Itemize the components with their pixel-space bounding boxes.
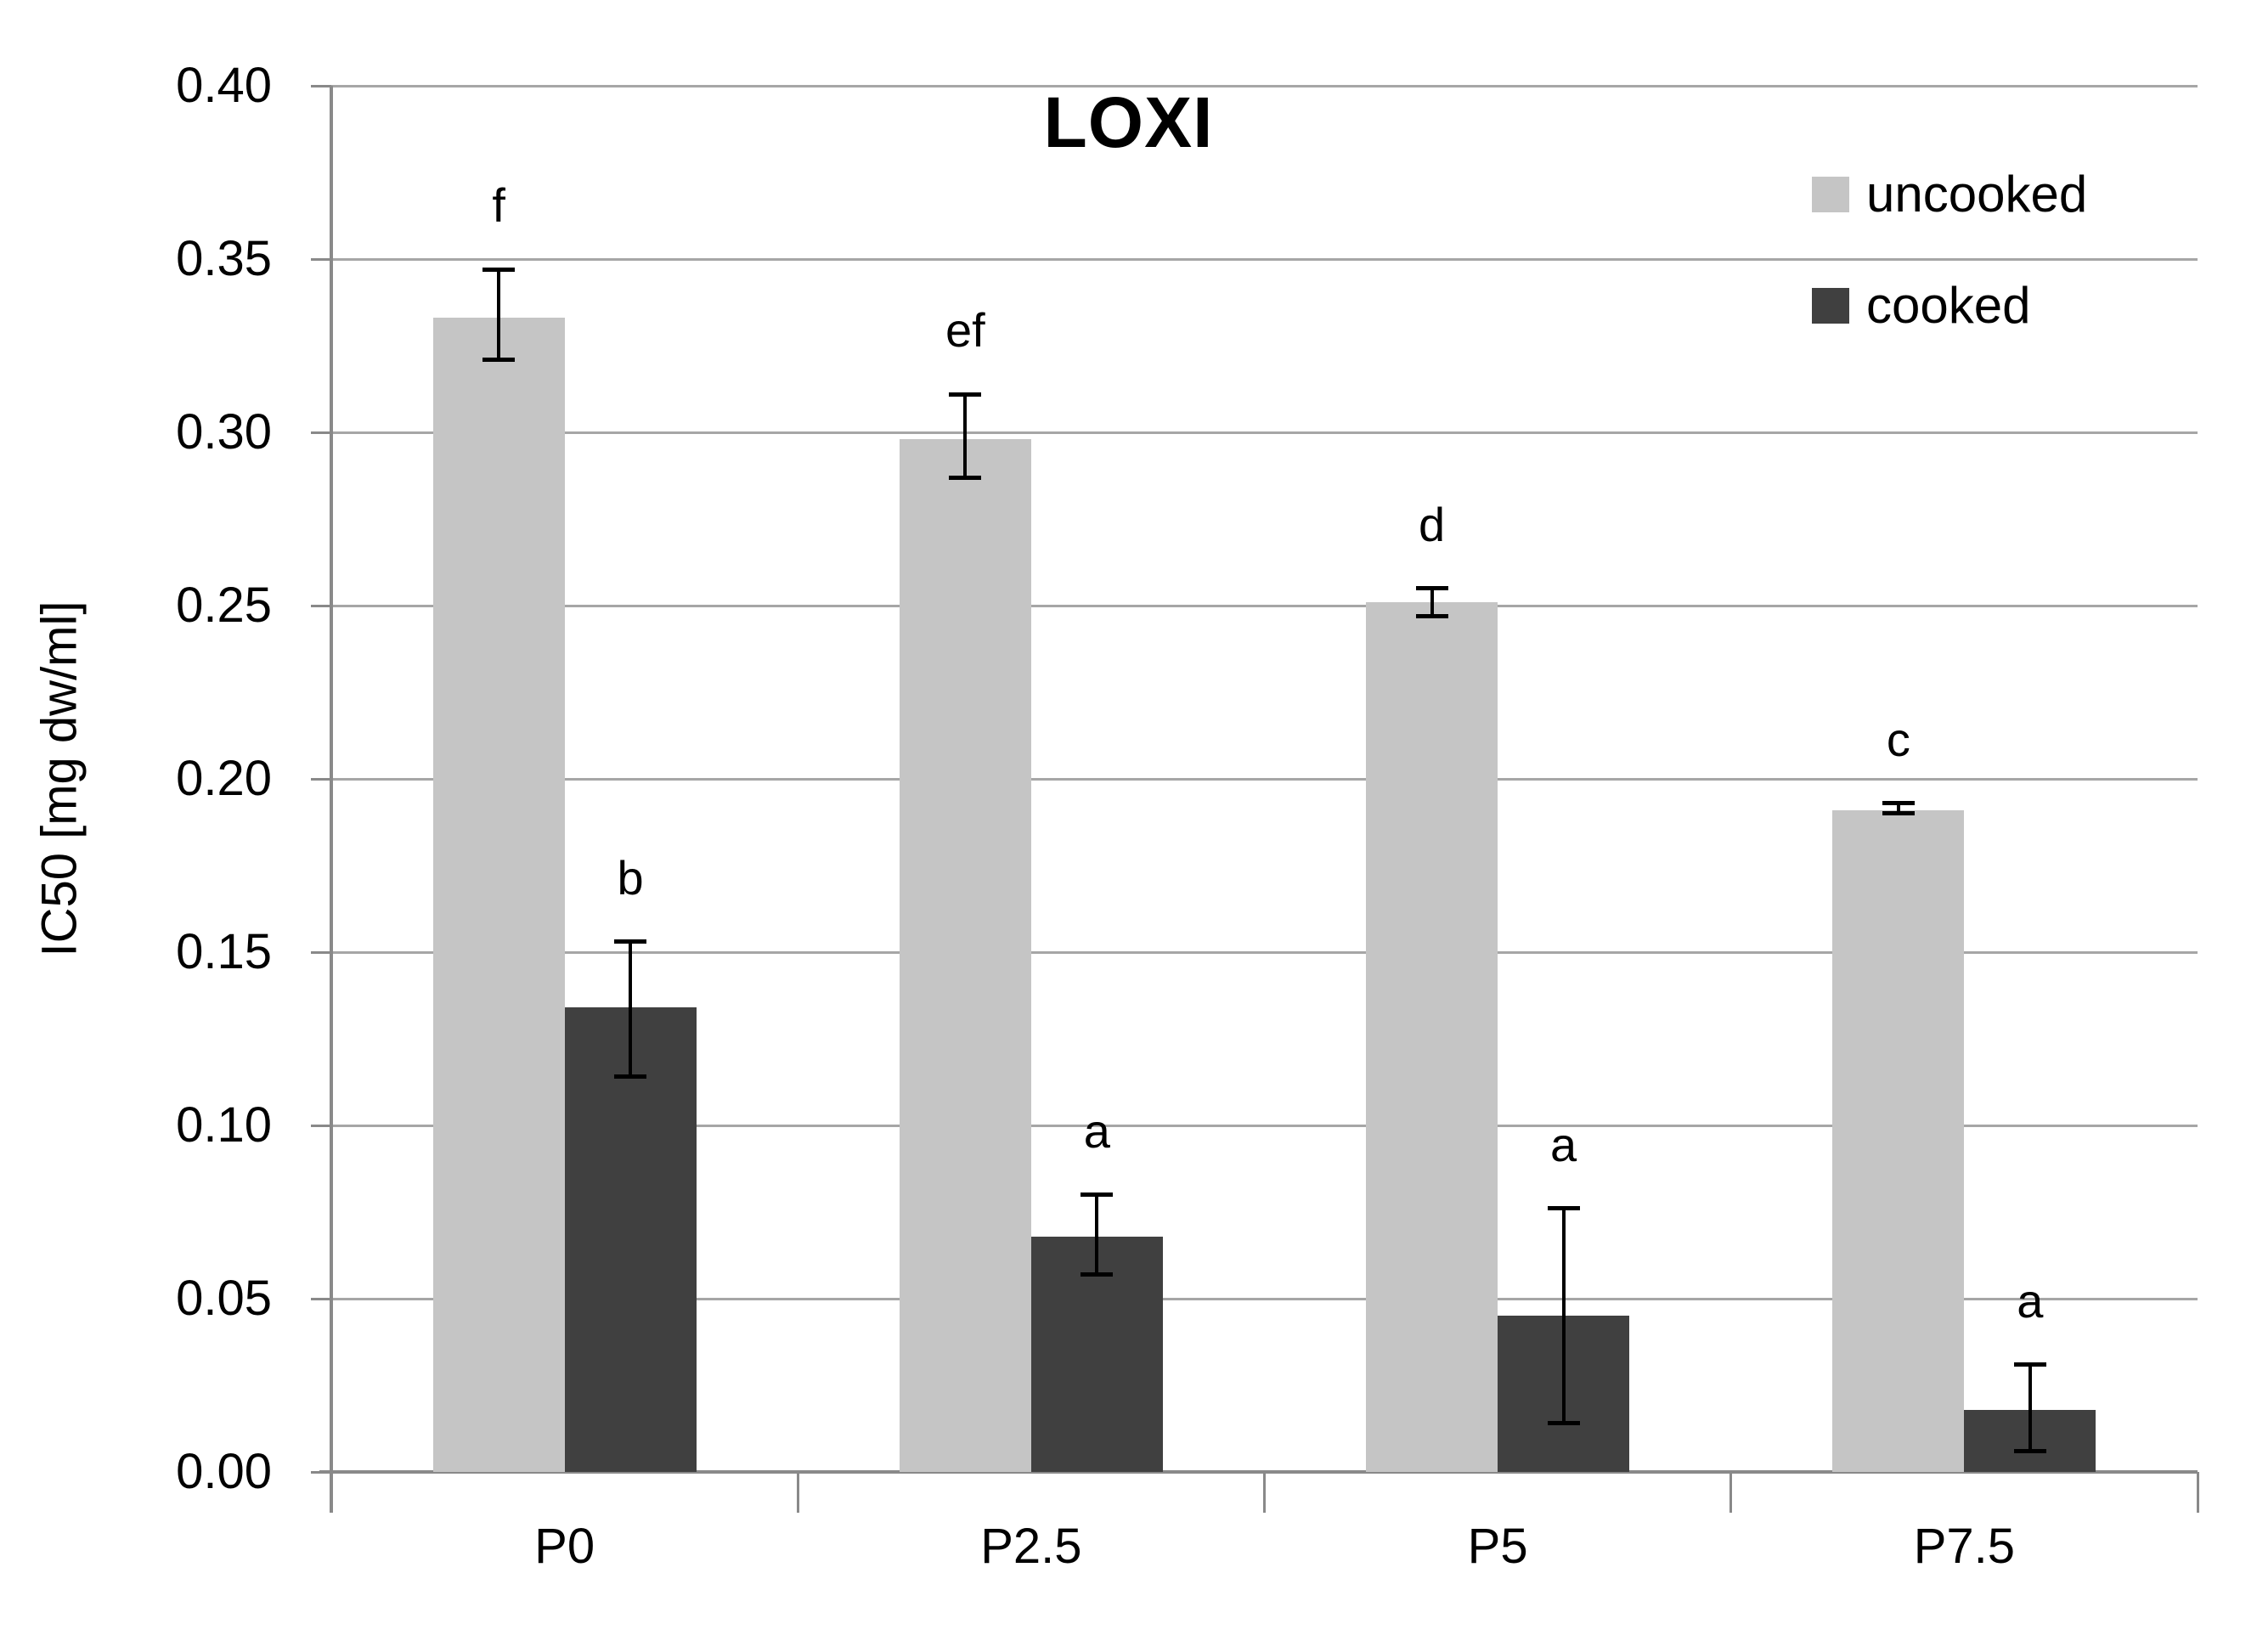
error-cap-top [949, 392, 982, 397]
gridline [331, 84, 2198, 87]
x-tick-mark [1729, 1472, 1733, 1513]
gridline [331, 431, 2198, 434]
error-cap-top [482, 267, 516, 272]
error-cap-bottom [1415, 613, 1448, 618]
bar-uncooked-P5 [1366, 601, 1498, 1472]
bar-uncooked-P2.5 [899, 439, 1031, 1472]
error-bar-uncooked-P7.5 [1896, 803, 1900, 814]
error-cap-bottom [949, 475, 982, 480]
x-tick-mark [1263, 1472, 1266, 1513]
error-cap-bottom [1081, 1271, 1114, 1277]
error-bar-cooked-P7.5 [2028, 1364, 2032, 1452]
error-cap-top [1415, 586, 1448, 591]
x-tick-label: P0 [534, 1519, 595, 1574]
y-axis-line [330, 86, 333, 1513]
y-tick-label: 0.25 [176, 578, 272, 633]
y-tick-label: 0.05 [176, 1271, 272, 1326]
cooked-swatch-icon [1812, 288, 1849, 324]
gridline [331, 1297, 2198, 1300]
gridline [331, 950, 2198, 954]
error-bar-cooked-P0 [629, 941, 633, 1077]
error-cap-top [1882, 801, 1915, 806]
legend-label-cooked: cooked [1866, 277, 2031, 334]
error-cap-bottom [1547, 1421, 1580, 1426]
y-tick-label: 0.10 [176, 1097, 272, 1153]
y-tick-mark [311, 431, 331, 434]
gridline [331, 777, 2198, 781]
error-cap-top [614, 939, 647, 944]
x-tick-label: P2.5 [980, 1519, 1082, 1574]
bar-uncooked-P7.5 [1832, 809, 1965, 1472]
x-tick-mark [2196, 1472, 2199, 1513]
y-axis-title: IC50 [mg dw/ml] [31, 600, 87, 957]
error-cap-bottom [1882, 811, 1915, 816]
y-tick-label: 0.30 [176, 404, 272, 460]
y-tick-mark [311, 84, 331, 87]
error-bar-uncooked-P2.5 [963, 394, 968, 478]
x-tick-label: P7.5 [1913, 1519, 2016, 1574]
x-tick-label: P5 [1467, 1519, 1528, 1574]
significance-letter-cooked-P2.5: a [1083, 1103, 1110, 1158]
error-cap-bottom [2013, 1449, 2046, 1454]
legend: uncooked cooked [1812, 169, 2087, 397]
significance-letter-uncooked-P2.5: ef [945, 303, 985, 358]
y-tick-label: 0.15 [176, 924, 272, 979]
y-tick-label: 0.20 [176, 751, 272, 806]
gridline [331, 604, 2198, 607]
legend-item-cooked: cooked [1812, 280, 2087, 331]
legend-label-uncooked: uncooked [1866, 166, 2088, 223]
gridline [331, 1124, 2198, 1127]
y-tick-mark [311, 1297, 331, 1300]
error-cap-top [1547, 1206, 1580, 1211]
legend-item-uncooked: uncooked [1812, 169, 2087, 220]
y-tick-mark [311, 777, 331, 781]
chart-title: LOXI [1043, 82, 1214, 162]
significance-letter-uncooked-P5: d [1419, 497, 1446, 551]
y-tick-label: 0.40 [176, 58, 272, 113]
error-bar-cooked-P2.5 [1095, 1194, 1099, 1275]
error-cap-top [1081, 1192, 1114, 1198]
x-tick-mark [796, 1472, 799, 1513]
y-tick-label: 0.35 [176, 231, 272, 286]
error-bar-uncooked-P5 [1430, 588, 1434, 617]
significance-letter-uncooked-P0: f [492, 178, 505, 233]
y-tick-label: 0.00 [176, 1444, 272, 1499]
bar-uncooked-P0 [432, 318, 565, 1472]
significance-letter-cooked-P0: b [617, 850, 644, 905]
bar-cooked-P0 [564, 1007, 697, 1472]
error-cap-top [2013, 1362, 2046, 1367]
uncooked-swatch-icon [1812, 177, 1849, 212]
significance-letter-cooked-P5: a [1550, 1117, 1577, 1171]
significance-letter-uncooked-P7.5: c [1886, 712, 1910, 766]
error-cap-bottom [614, 1074, 647, 1080]
y-tick-mark [311, 604, 331, 607]
error-cap-bottom [482, 357, 516, 362]
gridline [331, 257, 2198, 261]
y-tick-mark [311, 257, 331, 261]
significance-letter-cooked-P7.5: a [2017, 1273, 2044, 1328]
y-tick-mark [311, 1124, 331, 1127]
x-axis-line [319, 1470, 2198, 1474]
y-tick-mark [311, 1470, 331, 1474]
error-bar-uncooked-P0 [497, 269, 501, 360]
y-tick-mark [311, 950, 331, 954]
error-bar-cooked-P5 [1561, 1208, 1566, 1424]
